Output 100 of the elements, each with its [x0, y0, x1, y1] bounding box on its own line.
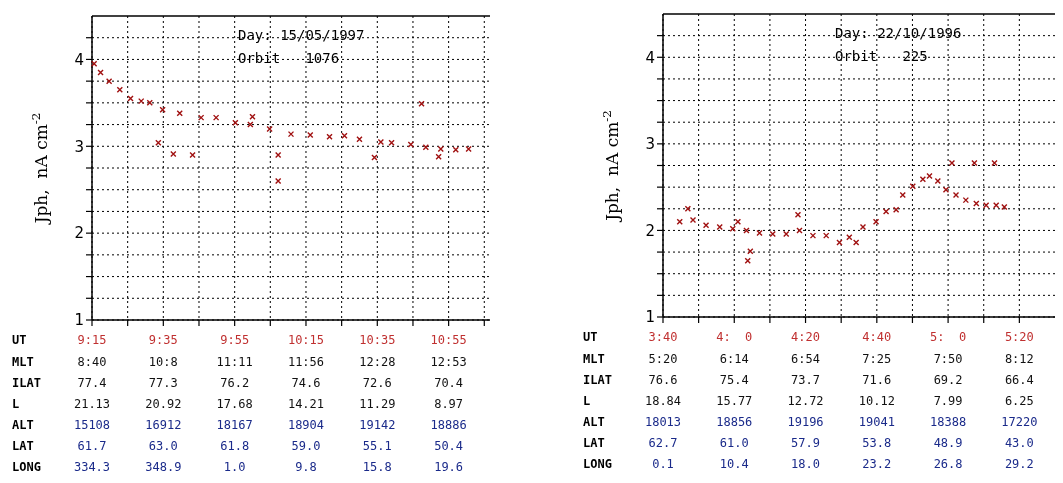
point: [155, 139, 162, 147]
point: [846, 234, 853, 241]
point: [435, 153, 442, 160]
point: [729, 225, 736, 232]
point: [794, 211, 802, 219]
text: 59.0: [291, 439, 321, 453]
text: 72.6: [362, 376, 392, 390]
text: 19142: [359, 418, 396, 432]
point: [274, 177, 282, 185]
text: Day: 15/05/1997: [238, 27, 365, 43]
text: 334.3: [73, 460, 111, 474]
point: [418, 100, 425, 107]
point: [952, 191, 960, 199]
point: [159, 106, 166, 114]
text: ILAT: [583, 373, 612, 387]
text: MLT: [12, 355, 34, 369]
point: [247, 121, 254, 128]
text: 7:50: [933, 352, 963, 366]
point: [982, 202, 990, 209]
x-axis-title: UT: [12, 333, 27, 347]
point: [689, 216, 697, 224]
text: 74.6: [291, 376, 321, 390]
text: 19.6: [434, 460, 464, 474]
point: [899, 191, 906, 199]
text: 18886: [430, 418, 467, 432]
text: 55.1: [362, 439, 392, 453]
point: [991, 159, 998, 167]
point: [388, 139, 395, 147]
text: 43.0: [1004, 436, 1034, 450]
text: 14.21: [287, 397, 325, 411]
text: 18.84: [644, 394, 682, 408]
point: [892, 206, 900, 213]
text: L: [583, 394, 591, 408]
x-tick-label: 5: 0: [930, 330, 967, 344]
point: [783, 230, 790, 238]
point: [934, 177, 942, 185]
text: 8:12: [1004, 352, 1034, 366]
point: [744, 257, 751, 264]
text: 11.29: [359, 397, 396, 411]
text: LONG: [583, 457, 612, 471]
point: [307, 131, 314, 139]
point: [796, 227, 803, 234]
point: [371, 154, 378, 161]
y-tick-label: 4: [645, 48, 655, 67]
x-tick-label: 3:40: [648, 330, 678, 344]
point: [407, 141, 415, 148]
text: 6:14: [719, 352, 749, 366]
text: 6.25: [1004, 394, 1034, 408]
point: [146, 99, 153, 107]
x-axis-title: UT: [583, 330, 598, 344]
point: [232, 119, 239, 127]
text: ALT: [12, 418, 34, 432]
point: [716, 223, 723, 231]
point: [882, 208, 890, 215]
text: ILAT: [12, 376, 41, 390]
point: [702, 222, 710, 229]
point: [249, 113, 256, 120]
text: 12:53: [430, 355, 467, 369]
point: [948, 159, 956, 167]
text: 11:11: [216, 355, 253, 369]
text: 19041: [858, 415, 895, 429]
text: 70.4: [434, 376, 464, 390]
text: 62.7: [648, 436, 678, 450]
point: [809, 232, 817, 239]
text: ALT: [583, 415, 605, 429]
text: 69.2: [933, 373, 963, 387]
point: [823, 232, 830, 239]
text: 18167: [216, 418, 253, 432]
y-tick-label: 2: [74, 224, 84, 243]
text: 17.68: [216, 397, 253, 411]
text: 18904: [287, 418, 325, 432]
text: 66.4: [1004, 373, 1034, 387]
text: 18388: [930, 415, 967, 429]
point: [197, 114, 205, 121]
text: LAT: [12, 439, 34, 453]
point: [852, 239, 860, 246]
point: [452, 146, 459, 153]
text: Day: 22/10/1996: [835, 25, 962, 41]
text: 16912: [145, 418, 182, 432]
text: 18013: [644, 415, 682, 429]
y-tick-label: 2: [645, 221, 655, 240]
text: 0.1: [652, 457, 674, 471]
text: 15108: [73, 418, 111, 432]
point: [377, 138, 385, 146]
text: 53.8: [862, 436, 892, 450]
text: 18856: [716, 415, 753, 429]
text: 11:56: [287, 355, 325, 369]
point: [734, 218, 742, 225]
x-tick-label: 9:15: [77, 333, 107, 347]
point: [676, 218, 683, 225]
text: 23.2: [862, 457, 892, 471]
point: [105, 77, 113, 85]
point: [743, 227, 750, 234]
text: 9.8: [295, 460, 317, 474]
point: [274, 151, 282, 159]
point: [872, 218, 880, 225]
point: [212, 114, 220, 121]
point: [341, 132, 348, 140]
text: 50.4: [434, 439, 464, 453]
point: [465, 145, 472, 153]
